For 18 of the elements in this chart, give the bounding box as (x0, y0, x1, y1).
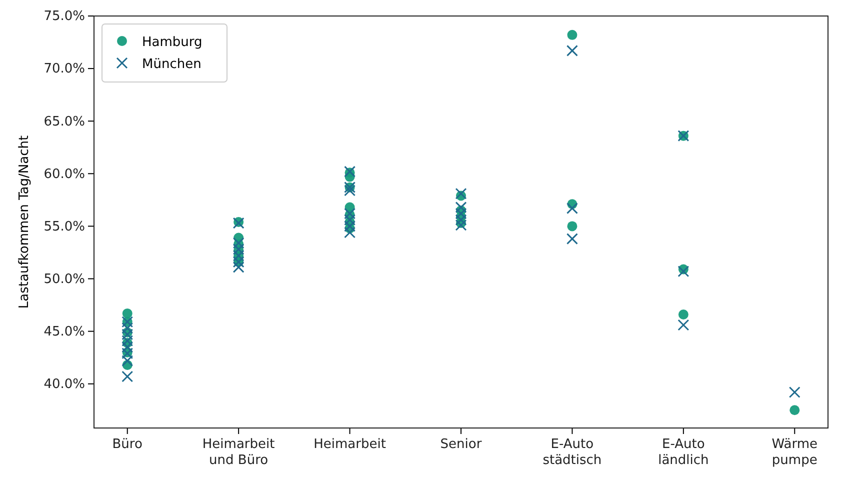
x-tick-label: Wärme pumpe (772, 437, 818, 468)
y-tick-label: 70.0% (44, 62, 85, 77)
y-tick-label: 75.0% (44, 9, 85, 24)
x-tick-label: Heimarbeit und Büro (202, 437, 275, 468)
x-tick-label: Heimarbeit (314, 437, 386, 452)
y-tick-label: 60.0% (44, 166, 85, 182)
legend-label: München (142, 57, 202, 72)
y-tick-label: 40.0% (44, 377, 85, 392)
x-tick-label: E-Auto ländlich (658, 437, 709, 468)
y-tick-label: 55.0% (44, 219, 85, 234)
x-tick-label: Senior (440, 437, 482, 452)
legend-label: Hamburg (142, 35, 202, 50)
x-tick-label: E-Auto städtisch (542, 437, 602, 468)
y-tick-label: 50.0% (44, 272, 85, 287)
y-tick-label: 45.0% (44, 324, 85, 340)
x-tick-label: Büro (112, 437, 142, 452)
y-axis-title: Lastaufkommen Tag/Nacht (17, 135, 32, 309)
y-tick-label: 65.0% (44, 114, 85, 130)
